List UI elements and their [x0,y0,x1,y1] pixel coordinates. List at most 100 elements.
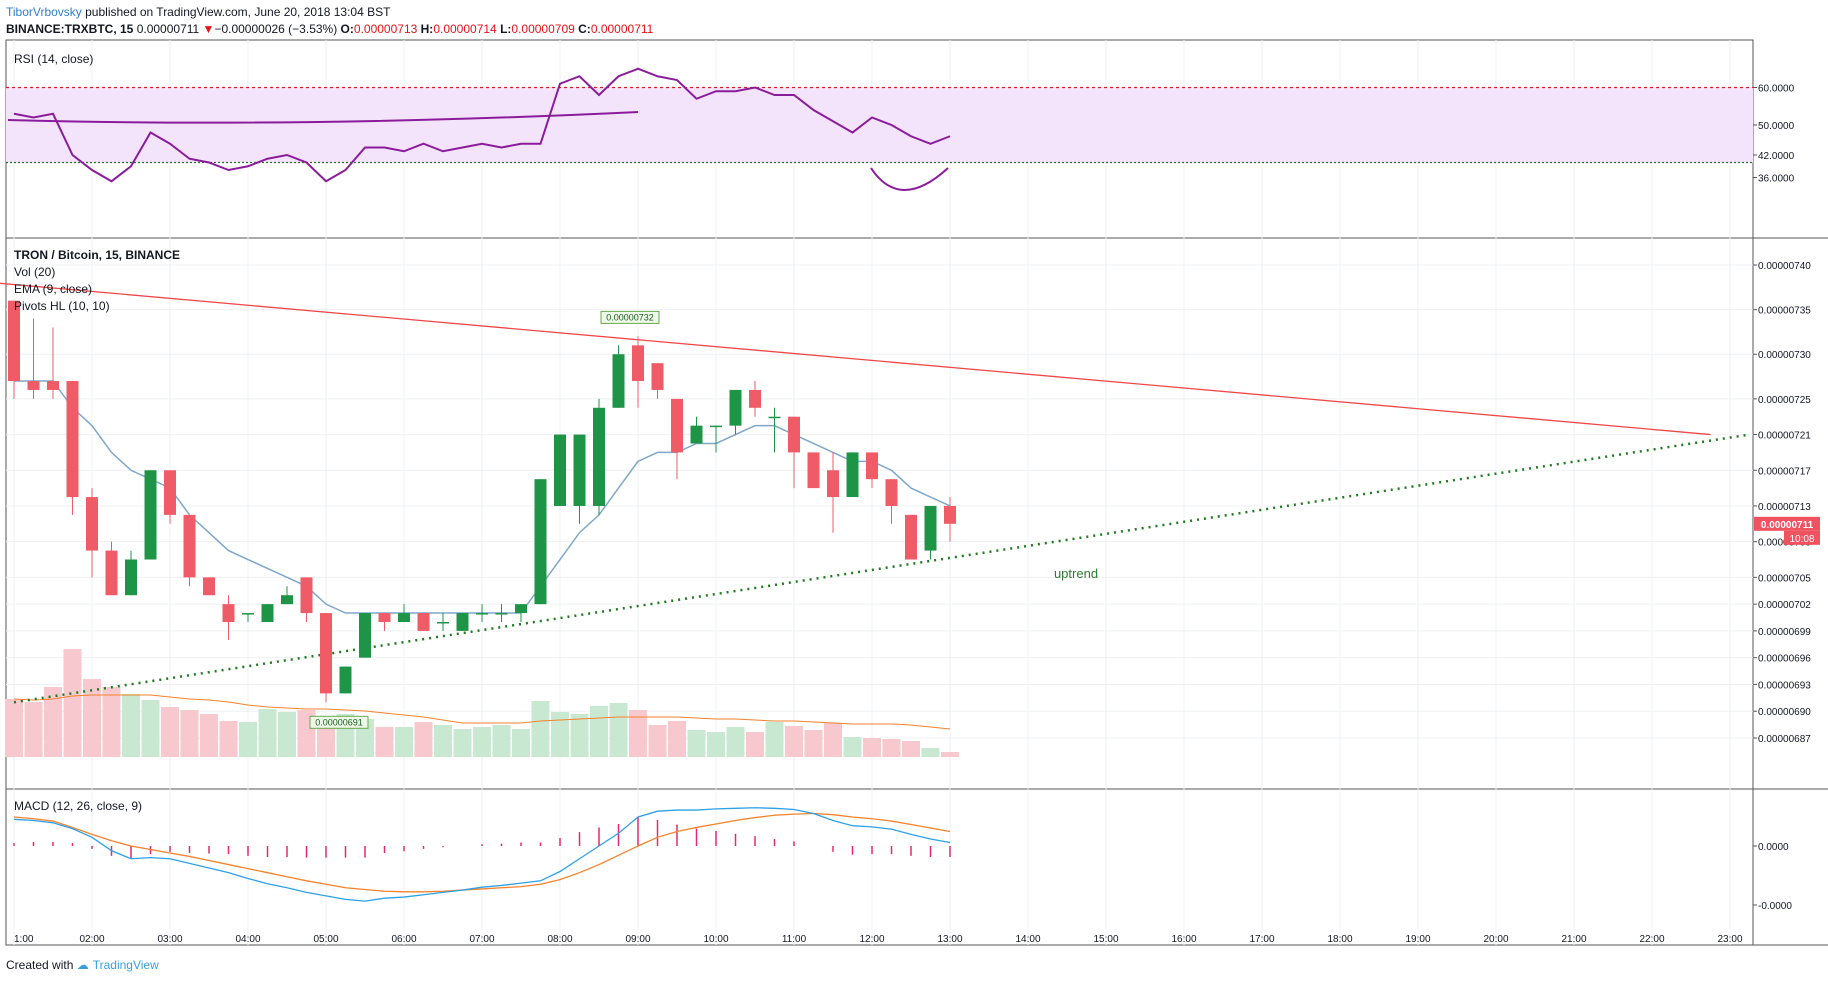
volume-bar [5,699,23,757]
macd-signal-line [13,812,951,893]
volume-bar [512,729,530,757]
vol-label[interactable]: Vol (20) [14,265,56,279]
time-axis-label: 06:00 [391,934,416,945]
volume-bar [921,748,940,757]
time-axis-label: 23:00 [1717,934,1742,945]
rsi-label[interactable]: RSI (14, close) [14,52,94,66]
volume-bar [824,723,842,757]
time-axis-label: 02:00 [79,934,104,945]
candle-up [144,470,157,560]
macd-line [13,807,951,902]
low-value: 0.00000709 [511,22,575,36]
volume-bar [531,701,550,757]
candle-down [749,389,761,408]
candle-down [203,577,215,596]
time-axis-label: 14:00 [1015,934,1040,945]
rsi-axis-label: 50.0000 [1758,121,1795,132]
macd-label[interactable]: MACD (12, 26, close, 9) [14,799,143,813]
price-axis-label: 0.00000693 [1758,680,1811,691]
price-change: −0.00000026 (−3.53%) [214,22,338,36]
header-line-1: TiborVrbovsky published on TradingView.c… [6,4,390,20]
price-axis-label: 0.00000730 [1758,350,1811,361]
candle-down [417,613,430,631]
volume-bar [590,706,608,757]
uptrend-line [13,433,1750,704]
candle-down [8,300,20,382]
countdown-label: 10:08 [1789,534,1814,545]
volume-bar [44,687,62,757]
time-axis-label: 10:00 [703,934,728,945]
high-pivot-label: 0.00000732 [606,312,654,322]
volume-bar [785,726,803,757]
price-axis-label: 0.00000705 [1758,573,1811,584]
price-axis-label: 0.00000717 [1758,466,1811,477]
rsi-line [13,67,951,183]
volume-bar [941,752,959,757]
time-axis-label: 05:00 [313,934,338,945]
annotations: 0.00000732 0.00000691 uptrend 0.00000711 10:… [309,310,1820,729]
candle-up [768,416,781,419]
candle-up [710,425,722,428]
candle-down [671,398,683,453]
macd-pane [13,807,951,902]
volume-bar [765,722,784,757]
high-label: H: [420,22,434,36]
price-axis-label: 0.00000699 [1758,627,1811,638]
candle-up [593,407,605,506]
open-value: 0.00000713 [353,22,418,36]
candle-down [885,479,898,506]
high-value: 0.00000714 [433,22,497,36]
last-price-tag: 0.00000711 [1761,520,1814,531]
volume-bar [24,702,43,757]
candle-up [554,434,566,506]
time-axis-label: 18:00 [1327,934,1352,945]
pivots-label[interactable]: Pivots HL (10, 10) [14,299,110,313]
time-axis-label: 16:00 [1171,934,1196,945]
main-title[interactable]: TRON / Bitcoin, 15, BINANCE [14,248,181,262]
candle-down [944,505,956,524]
time-axis-label: 20:00 [1483,934,1508,945]
candle-up [690,425,703,444]
low-label: L: [500,22,512,36]
price-axis-label: 0.00000725 [1758,395,1811,406]
volume-bar [161,707,179,757]
candle-down [320,613,332,694]
symbol-label: BINANCE:TRXBTC, 15 [6,22,134,36]
volume-bar [395,727,413,757]
macd-axis-label: 0.0000 [1758,842,1789,853]
candle-up [281,595,293,605]
volume-bar [609,703,628,757]
volume-bar [122,694,140,757]
volume-bar [180,710,199,757]
volume-bar [375,727,394,757]
volume-bar [746,732,764,757]
time-axis-label: 21:00 [1561,934,1586,945]
volume-bar [551,712,569,757]
trendlines[interactable] [0,282,1750,704]
tradingview-link[interactable]: TradingView [92,958,159,972]
author-link[interactable]: TiborVrbovsky [6,5,82,19]
volume-ma-line [13,694,951,730]
volume-bar [258,709,277,757]
volume-bar [414,722,433,757]
candle-up [242,613,254,615]
published-text: published on TradingView.com, June 20, 2… [81,5,391,19]
candle-down [807,452,820,489]
candle-down [27,381,40,390]
candle-up [456,613,469,631]
volume-bar [453,729,472,757]
volume-bar [570,714,589,757]
price-axis-label: 0.00000696 [1758,654,1811,665]
low-pivot-label: 0.00000691 [315,717,363,727]
volume-bar [63,649,82,757]
ema-label[interactable]: EMA (9, close) [14,282,93,296]
volume-bar [668,721,686,757]
uptrend-text: uptrend [1054,566,1098,581]
candle-down [183,514,196,578]
candle-down [788,416,800,453]
price-axis-label: 0.00000735 [1758,306,1811,317]
candle-up [398,613,410,622]
time-axis-label: 1:00 [14,934,34,945]
price-axis-label: 0.00000690 [1758,707,1811,718]
